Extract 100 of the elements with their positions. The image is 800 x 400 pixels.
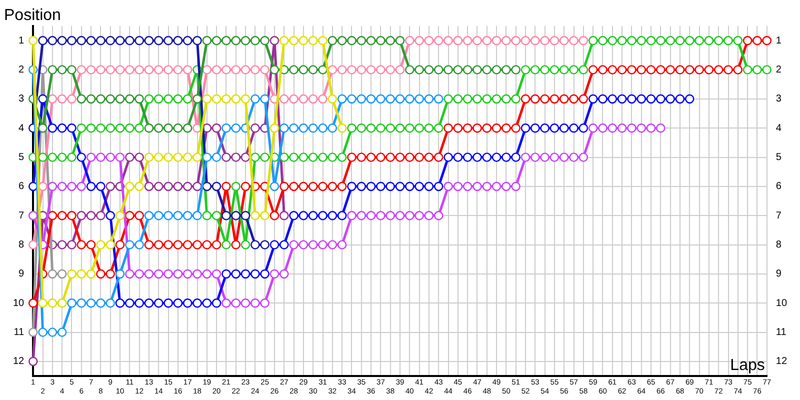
point <box>212 152 222 162</box>
point <box>144 152 154 162</box>
y2-tick-label: 3 <box>776 94 782 105</box>
point <box>28 328 38 337</box>
point <box>134 36 144 46</box>
point <box>67 269 76 279</box>
point <box>434 94 444 104</box>
point <box>134 94 144 104</box>
point <box>444 36 453 46</box>
point <box>125 94 134 104</box>
point <box>134 152 144 162</box>
point <box>154 152 164 162</box>
point <box>405 36 414 46</box>
point <box>376 36 386 46</box>
point <box>434 65 444 74</box>
point <box>96 210 106 220</box>
point <box>376 65 386 74</box>
point <box>414 94 424 104</box>
point <box>57 36 67 46</box>
point <box>231 210 241 220</box>
point <box>86 210 96 220</box>
point <box>164 182 173 192</box>
point <box>511 36 521 46</box>
point <box>298 94 308 104</box>
point <box>240 36 250 46</box>
point <box>231 65 241 74</box>
point <box>260 210 270 220</box>
y-tick-label: 11 <box>14 327 25 338</box>
point <box>240 65 250 74</box>
y2-tick-label: 8 <box>776 240 782 250</box>
point <box>395 65 405 74</box>
point <box>144 182 154 192</box>
point <box>231 152 241 162</box>
point <box>222 36 231 46</box>
point <box>48 65 58 74</box>
point <box>472 65 482 74</box>
point <box>395 36 405 46</box>
point <box>231 36 241 46</box>
point <box>144 210 154 220</box>
point <box>115 94 125 104</box>
point <box>173 182 183 192</box>
point <box>96 94 106 104</box>
point <box>222 210 231 220</box>
point <box>260 94 270 104</box>
y2-tick-label: 5 <box>776 152 782 163</box>
point <box>511 65 521 74</box>
point <box>96 65 106 74</box>
point <box>154 182 164 192</box>
point <box>173 152 183 162</box>
y2-tick-label: 2 <box>776 64 782 76</box>
point <box>154 65 164 74</box>
point <box>173 36 183 46</box>
y2-tick-label: 4 <box>776 122 782 134</box>
point <box>337 36 347 46</box>
point <box>318 36 328 46</box>
point <box>125 240 134 250</box>
point <box>48 328 58 337</box>
point <box>337 65 347 74</box>
point <box>231 94 241 104</box>
point <box>182 152 192 162</box>
point <box>202 36 212 46</box>
point <box>337 123 347 133</box>
point <box>28 36 38 46</box>
y2-tick-label: 12 <box>776 356 788 368</box>
point <box>164 36 173 46</box>
point <box>115 36 125 46</box>
point <box>125 36 134 46</box>
point <box>173 65 183 74</box>
point <box>86 94 96 104</box>
point <box>250 36 260 46</box>
point <box>202 65 212 74</box>
y-tick-label: 6 <box>18 181 25 192</box>
point <box>202 182 212 192</box>
point <box>578 36 588 46</box>
point <box>250 240 260 250</box>
point <box>298 123 308 133</box>
point <box>502 65 511 74</box>
point <box>492 36 502 46</box>
point <box>289 65 298 74</box>
point <box>356 36 366 46</box>
point <box>38 123 48 133</box>
point <box>182 123 192 133</box>
y-tick-label: 4 <box>18 122 25 134</box>
point <box>202 152 212 162</box>
point <box>222 65 231 74</box>
point <box>48 269 58 279</box>
y-tick-label: 12 <box>13 356 25 368</box>
point <box>106 94 116 104</box>
point <box>106 182 116 192</box>
point <box>386 36 395 46</box>
point <box>222 123 231 133</box>
point <box>424 94 434 104</box>
point <box>192 210 202 220</box>
y-tick-label: 9 <box>18 268 25 280</box>
point <box>28 356 38 366</box>
y-axis-title: Position <box>4 7 61 24</box>
point <box>125 182 134 192</box>
point <box>453 65 463 74</box>
y-tick-label: 5 <box>18 152 25 163</box>
point <box>134 182 144 192</box>
